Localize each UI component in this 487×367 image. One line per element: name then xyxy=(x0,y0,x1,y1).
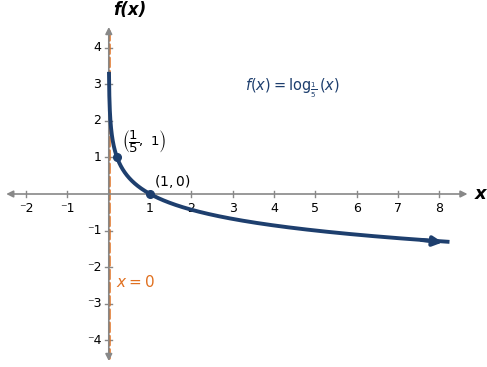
Text: $f(x) = \log_{\frac{1}{5}}(x)$: $f(x) = \log_{\frac{1}{5}}(x)$ xyxy=(245,77,340,100)
Text: 5: 5 xyxy=(311,202,319,215)
Text: ⁻1: ⁻1 xyxy=(87,224,101,237)
Text: 4: 4 xyxy=(94,41,101,54)
Text: ⁻2: ⁻2 xyxy=(87,261,101,273)
Text: 1: 1 xyxy=(146,202,154,215)
Text: ⁻1: ⁻1 xyxy=(60,202,75,215)
Text: 1: 1 xyxy=(94,151,101,164)
Text: $(1, 0)$: $(1, 0)$ xyxy=(154,172,190,190)
Text: f(x): f(x) xyxy=(113,1,146,19)
Text: ⁻4: ⁻4 xyxy=(87,334,101,346)
Text: 6: 6 xyxy=(353,202,360,215)
Text: 2: 2 xyxy=(94,115,101,127)
Text: 4: 4 xyxy=(270,202,278,215)
Text: 3: 3 xyxy=(229,202,237,215)
Text: $x = 0$: $x = 0$ xyxy=(116,274,155,290)
Text: ⁻2: ⁻2 xyxy=(19,202,34,215)
Text: 8: 8 xyxy=(435,202,443,215)
Text: 7: 7 xyxy=(394,202,402,215)
Text: x: x xyxy=(474,185,486,203)
Text: $\left(\dfrac{1}{5},\ 1\right)$: $\left(\dfrac{1}{5},\ 1\right)$ xyxy=(122,128,166,155)
Text: 2: 2 xyxy=(187,202,195,215)
Text: 3: 3 xyxy=(94,78,101,91)
Text: ⁻3: ⁻3 xyxy=(87,297,101,310)
